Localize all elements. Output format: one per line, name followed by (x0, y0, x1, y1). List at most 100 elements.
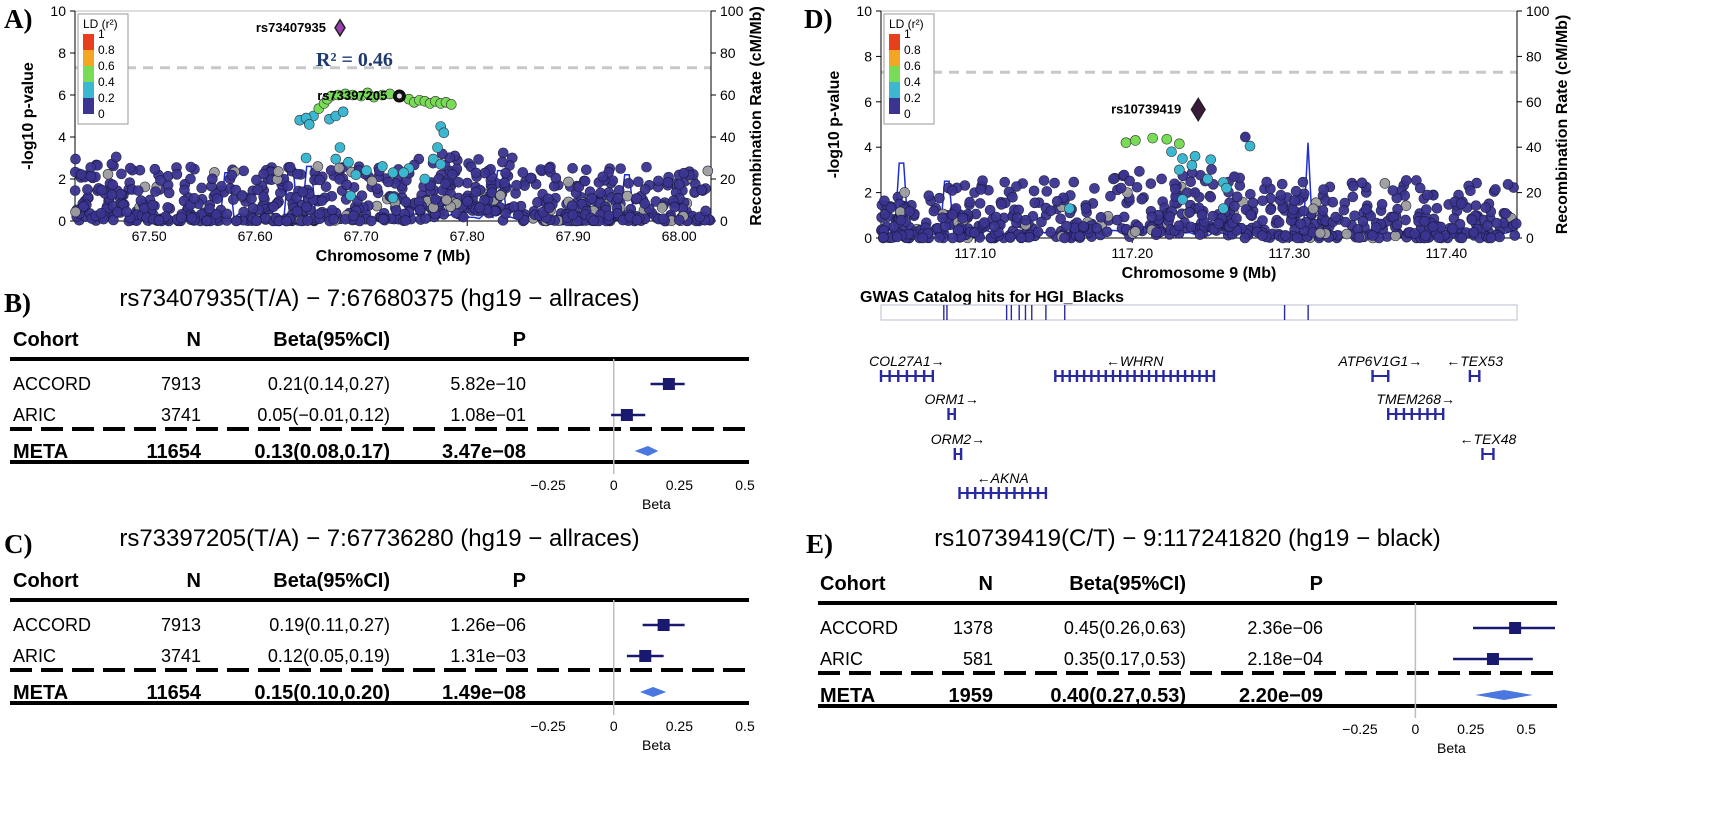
gene-exon (959, 448, 963, 460)
gene-exon (888, 370, 891, 382)
snp-point (885, 202, 897, 213)
snp-point (543, 162, 555, 174)
beta-point (639, 650, 652, 662)
snp-point (1289, 195, 1300, 206)
y-tick-label: 2 (864, 185, 872, 201)
gene-akna: ←AKNA (958, 470, 1048, 499)
snp-point (934, 232, 945, 243)
panel-letter-b: B) (4, 288, 31, 318)
gene-exon (905, 370, 909, 382)
snp-point (473, 154, 484, 165)
snp-point (631, 214, 643, 226)
ld-snps (294, 87, 457, 204)
snp-point (1174, 164, 1185, 176)
snp-point (1422, 189, 1433, 201)
snp-point (1485, 232, 1497, 244)
beta-point (1486, 653, 1499, 665)
snp-point (1173, 220, 1185, 232)
snp-point (964, 196, 976, 208)
snp-point (1275, 189, 1287, 201)
column-header: P (1310, 573, 1323, 595)
snp-point (1361, 203, 1372, 215)
snp-point (1194, 229, 1206, 240)
snp-point (281, 215, 292, 227)
snp-point (1257, 195, 1268, 207)
column-header: Cohort (820, 573, 886, 595)
snp-point (1257, 215, 1268, 226)
snp-point (1290, 185, 1302, 197)
ld-legend-swatch (889, 82, 900, 98)
ld-legend: LD (r²)1 0.8 0.6 0.4 0.2 0 (77, 13, 129, 125)
snp-point (303, 119, 315, 130)
snp-point (1367, 230, 1378, 241)
snp-point (155, 175, 166, 186)
snp-point (121, 206, 132, 218)
gene-track: GWAS Catalog hits for HGI_Blacks COL27A1→… (860, 289, 1518, 499)
snp-point (1064, 203, 1075, 214)
y2-tick-label: 0 (1526, 230, 1534, 246)
ld-legend-swatch (83, 34, 94, 50)
y-tick-label: 0 (864, 230, 872, 246)
gene-exon (966, 487, 969, 499)
r-squared-annotation: R² = 0.46 (316, 49, 393, 71)
snp-point (1490, 184, 1501, 195)
snp-point (1376, 198, 1388, 210)
snp-point (500, 208, 511, 219)
snp-point (337, 106, 349, 118)
gene-exon (1126, 370, 1129, 382)
n-cell: 581 (963, 649, 993, 669)
snp-point (96, 184, 108, 196)
snp-point (1295, 218, 1306, 230)
gene-exon (1191, 370, 1194, 382)
snp-point (176, 212, 187, 223)
snp-point (1298, 205, 1309, 217)
snp-point (230, 215, 242, 227)
snp-point (115, 188, 127, 200)
snp-point (356, 190, 368, 201)
snp-point (1400, 214, 1411, 226)
ld-legend-swatch (83, 82, 94, 98)
snp-point (419, 173, 431, 185)
snp-point (615, 163, 626, 174)
ld-legend-label: 0.6 (98, 59, 115, 73)
snp-point (497, 156, 508, 168)
snp-point (149, 163, 161, 175)
meta-diamond (1475, 690, 1533, 700)
snp-point (1244, 140, 1256, 152)
meta-p-value-cell: 1.49e−08 (442, 682, 526, 704)
snp-point (1330, 211, 1341, 223)
panel-letter-a: A) (4, 4, 33, 34)
snp-point (1059, 232, 1070, 244)
column-header: P (513, 329, 526, 351)
snp-point (1184, 207, 1195, 218)
gene-exon (1176, 370, 1180, 382)
snp-point (928, 205, 940, 217)
meta-cohort-cell: META (820, 685, 875, 707)
forest-title: rs73397205(T/A) − 7:67736280 (hg19 − all… (119, 525, 639, 552)
snp-point (1468, 227, 1480, 238)
snp-point (1068, 176, 1080, 188)
snp-point (316, 195, 328, 206)
gene-exon (931, 370, 935, 382)
snp-point (633, 176, 644, 188)
snp-point (511, 179, 522, 191)
snp-point (430, 194, 441, 205)
forest-x-tick-label: 0 (1411, 721, 1419, 737)
snp-point (1314, 227, 1326, 239)
snp-point (1229, 201, 1240, 212)
snp-point (453, 176, 464, 188)
snp-point (1146, 211, 1158, 223)
snp-point (508, 201, 520, 212)
beta-ci-cell: 0.05(−0.01,0.12) (257, 405, 390, 425)
snp-point (334, 142, 346, 153)
gene-exon (1169, 370, 1172, 382)
snp-point (345, 190, 356, 202)
snp-point (1136, 193, 1148, 205)
snp-point (1427, 221, 1439, 233)
snp-point (999, 176, 1011, 188)
snp-point (302, 215, 313, 227)
snp-point (495, 190, 506, 201)
gene-exon (974, 487, 977, 499)
snp-point (631, 193, 642, 204)
snp-point (147, 199, 158, 211)
